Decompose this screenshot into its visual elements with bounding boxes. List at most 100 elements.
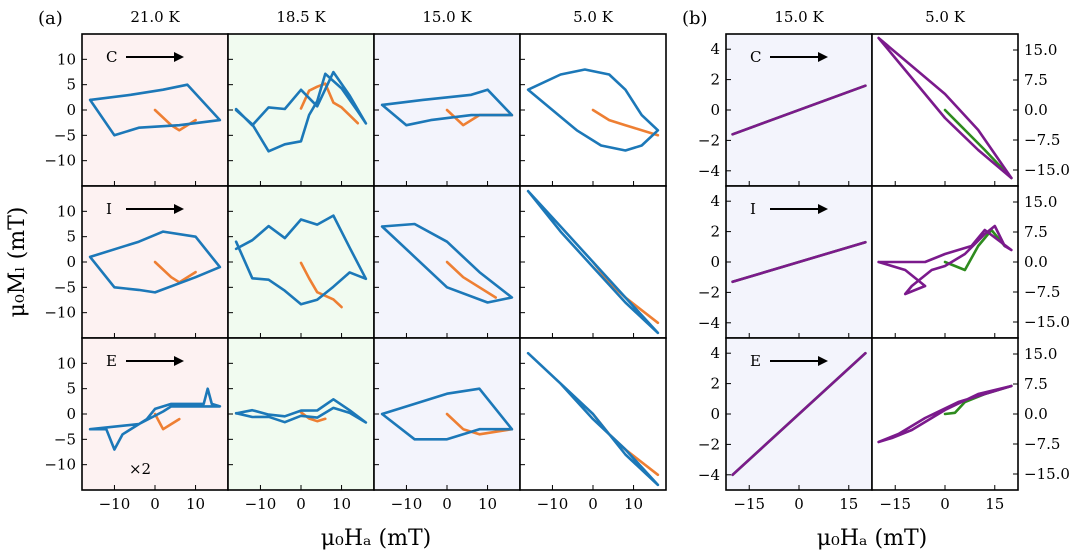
arrow-head-icon xyxy=(174,356,184,366)
y-tick-label: −7.5 xyxy=(1024,131,1060,149)
y-tick-label: 5 xyxy=(66,76,76,94)
subplot-a-r1-c1 xyxy=(227,185,375,339)
y-tick-label: 4 xyxy=(710,40,720,58)
column-label-2: 15.0 K xyxy=(422,8,472,26)
scale-annotation: ×2 xyxy=(129,460,151,478)
hysteresis-loop xyxy=(526,189,660,335)
row-tag-E: E xyxy=(750,352,761,370)
subplot-b-r2-c1: −15 0 15 −15.0 −7.5 0.0 7.5 15.0 xyxy=(871,337,1070,513)
row-tag-E: E xyxy=(106,352,117,370)
subplot-a-r0-c0: −10 −5 0 5 10 C xyxy=(44,33,229,187)
y-tick-label: −4 xyxy=(698,314,720,332)
y-tick-label: −15.0 xyxy=(1024,161,1070,179)
subplot-a-r0-c3 xyxy=(519,33,667,187)
x-tick-label: −10 xyxy=(99,495,131,513)
hysteresis-loop xyxy=(234,214,368,306)
y-tick-label: 0 xyxy=(66,405,76,423)
y-tick-label: −10 xyxy=(44,304,76,322)
y-tick-label: −15.0 xyxy=(1024,465,1070,483)
axis-titles: μ₀Hₐ (mT) μ₀Hₐ (mT) μ₀Mₗ (mT) xyxy=(5,207,927,551)
arrow-head-icon xyxy=(818,52,828,62)
subplot-a-r0-c2 xyxy=(373,33,521,187)
y-tick-label: 0 xyxy=(710,101,720,119)
subplot-a-r1-c2 xyxy=(373,185,521,339)
subplot-a-r2-c2: −10 0 10 xyxy=(373,337,521,513)
row-tag-C: C xyxy=(750,48,761,66)
hysteresis-loop xyxy=(526,68,660,152)
virgin-curve xyxy=(591,108,660,137)
x-tick-label: −15 xyxy=(733,495,765,513)
y-tick-label: 7.5 xyxy=(1024,223,1048,241)
arrow-head-icon xyxy=(174,204,184,214)
y-tick-label: 4 xyxy=(710,344,720,362)
x-axis-title-b: μ₀Hₐ (mT) xyxy=(817,526,927,551)
y-tick-label: −5 xyxy=(54,126,76,144)
x-tick-label: −10 xyxy=(391,495,423,513)
y-tick-label: 10 xyxy=(57,50,76,68)
y-tick-label: 0 xyxy=(710,405,720,423)
hysteresis-loop xyxy=(526,351,660,487)
row-tag-I: I xyxy=(750,200,756,218)
x-tick-label: 15 xyxy=(985,495,1004,513)
hysteresis-loop xyxy=(731,84,867,136)
y-tick-label: −15.0 xyxy=(1024,313,1070,331)
hysteresis-loop xyxy=(380,387,514,441)
hysteresis-loop xyxy=(877,224,1013,296)
y-tick-label: 15.0 xyxy=(1024,345,1057,363)
x-axis-title-a: μ₀Hₐ (mT) xyxy=(321,526,431,551)
x-tick-label: 0 xyxy=(588,495,598,513)
row-tag-I: I xyxy=(106,200,112,218)
hysteresis-loop xyxy=(88,230,222,294)
hysteresis-loop xyxy=(877,36,1013,180)
subplot-b-r2-c0: −15 0 15 −4 −2 0 2 4 E xyxy=(698,337,873,513)
arrow-head-icon xyxy=(818,204,828,214)
y-tick-label: 10 xyxy=(57,354,76,372)
panel-label: (a) xyxy=(38,8,63,29)
x-tick-label: 0 xyxy=(150,495,160,513)
subplot-a-r1-c0: −10 −5 0 5 10 I xyxy=(44,185,229,339)
virgin-curve xyxy=(153,412,181,431)
x-tick-label: 0 xyxy=(940,495,950,513)
y-tick-label: −2 xyxy=(698,131,720,149)
y-tick-label: −2 xyxy=(698,283,720,301)
virgin-curve xyxy=(299,82,360,125)
x-tick-label: 15 xyxy=(839,495,858,513)
virgin-curve xyxy=(445,260,497,299)
y-tick-label: 7.5 xyxy=(1024,375,1048,393)
column-label-0: 21.0 K xyxy=(130,8,180,26)
x-tick-label: −10 xyxy=(537,495,569,513)
y-tick-label: −7.5 xyxy=(1024,435,1060,453)
hysteresis-loop xyxy=(234,70,368,153)
hysteresis-loop xyxy=(88,387,222,451)
arrow-head-icon xyxy=(174,52,184,62)
x-tick-label: −15 xyxy=(879,495,911,513)
y-tick-label: 2 xyxy=(710,223,720,241)
x-tick-label: 10 xyxy=(332,495,351,513)
x-tick-label: −10 xyxy=(245,495,277,513)
y-tick-label: −10 xyxy=(44,152,76,170)
subplot-a-r2-c1: −10 0 10 xyxy=(227,337,375,513)
hysteresis-loop xyxy=(731,351,867,477)
y-tick-label: 0.0 xyxy=(1024,101,1048,119)
virgin-curve xyxy=(299,261,343,309)
subplot-b-r1-c1: −15.0 −7.5 0.0 7.5 15.0 xyxy=(871,185,1070,339)
y-tick-label: −5 xyxy=(54,278,76,296)
y-tick-label: −10 xyxy=(44,456,76,474)
x-tick-label: 0 xyxy=(794,495,804,513)
y-tick-label: −4 xyxy=(698,466,720,484)
y-tick-label: 0.0 xyxy=(1024,405,1048,423)
y-tick-label: 5 xyxy=(66,228,76,246)
virgin-curve xyxy=(943,228,1006,272)
hysteresis-loop xyxy=(380,88,514,127)
column-label-1: 18.5 K xyxy=(276,8,326,26)
y-tick-label: 15.0 xyxy=(1024,193,1057,211)
panel-a: 21.0 K −10 −5 0 5 10 C −10 −5 0 5 10 I −10 0 10 −10 −5 0 5 1… xyxy=(38,8,667,513)
y-tick-label: −7.5 xyxy=(1024,283,1060,301)
hysteresis-loop xyxy=(877,384,1013,444)
column-label-3: 5.0 K xyxy=(573,8,614,26)
y-tick-label: 10 xyxy=(57,202,76,220)
y-tick-label: −5 xyxy=(54,430,76,448)
subplot-b-r0-c0: −4 −2 0 2 4 C xyxy=(698,33,873,187)
y-tick-label: 5 xyxy=(66,380,76,398)
